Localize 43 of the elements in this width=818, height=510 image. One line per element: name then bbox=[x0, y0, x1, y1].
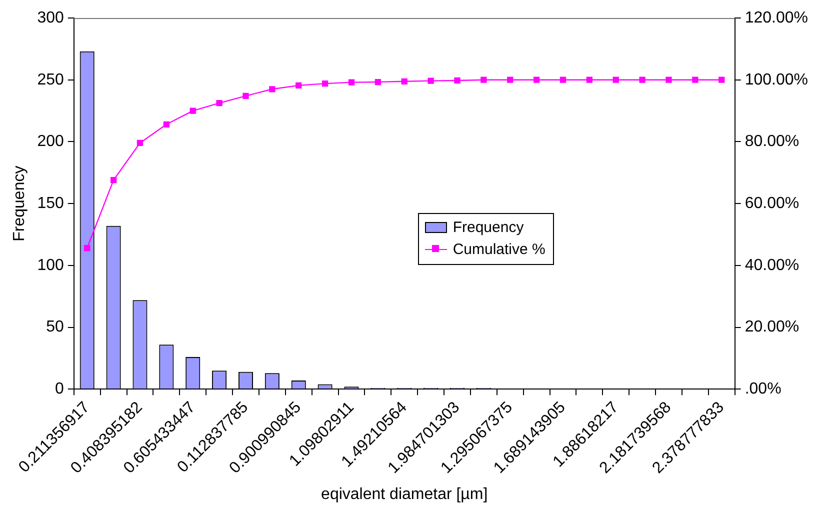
point bbox=[612, 76, 619, 83]
point bbox=[480, 76, 487, 83]
y2-tick-label: .00% bbox=[744, 380, 782, 398]
legend-label: Frequency bbox=[452, 218, 524, 238]
point bbox=[533, 76, 540, 83]
point bbox=[163, 121, 170, 128]
y-tick-label: 250 bbox=[37, 71, 64, 88]
y2-tick-label: 100.00% bbox=[744, 71, 808, 88]
point bbox=[586, 76, 593, 83]
x-axis-title: eqivalent diametar [µm] bbox=[321, 486, 488, 503]
point bbox=[639, 76, 646, 83]
legend-label: Cumulative % bbox=[452, 240, 546, 260]
point bbox=[84, 245, 90, 252]
point bbox=[136, 140, 144, 146]
y-tick-label: 100 bbox=[37, 256, 64, 274]
y-tick-label: 300 bbox=[37, 9, 64, 26]
point bbox=[374, 78, 382, 86]
y2-tick-label: 80.00% bbox=[744, 133, 800, 150]
point bbox=[296, 82, 302, 88]
point bbox=[692, 76, 698, 83]
y-tick-label: 0 bbox=[54, 380, 64, 398]
y2-tick-label: 60.00% bbox=[744, 194, 800, 212]
y-tick-label: 50 bbox=[46, 318, 64, 336]
y2-tick-label: 120.00% bbox=[744, 9, 808, 26]
y2-tick-label: 40.00% bbox=[744, 256, 800, 274]
point bbox=[269, 86, 276, 92]
point bbox=[242, 92, 249, 100]
point bbox=[322, 80, 328, 87]
point bbox=[428, 78, 434, 84]
point bbox=[560, 76, 566, 83]
point bbox=[348, 79, 355, 86]
point bbox=[454, 77, 460, 84]
y-axis-title: Frequency bbox=[11, 166, 28, 242]
point bbox=[507, 76, 514, 83]
point bbox=[110, 177, 117, 184]
y-tick-label: 200 bbox=[37, 133, 64, 150]
point bbox=[666, 76, 672, 83]
y2-tick-label: 20.00% bbox=[744, 318, 800, 336]
point bbox=[401, 78, 408, 84]
point bbox=[190, 108, 196, 114]
y-tick-label: 150 bbox=[37, 194, 64, 212]
point bbox=[718, 76, 725, 83]
point bbox=[216, 100, 222, 106]
